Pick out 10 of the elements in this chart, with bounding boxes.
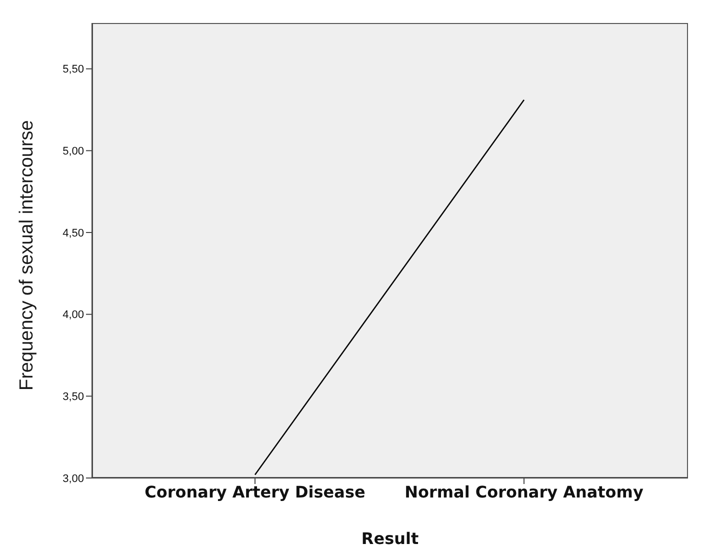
- y-tick-label: 3,50: [62, 391, 84, 404]
- y-axis-title: Frequency of sexual intercourse: [16, 120, 38, 390]
- x-axis-title: Result: [361, 529, 419, 548]
- y-tick-label: 5,00: [62, 146, 84, 158]
- x-tick-label: Normal Coronary Anatomy: [404, 482, 644, 502]
- y-tick-label: 3,00: [62, 472, 84, 485]
- x-tick-label: Coronary Artery Disease: [144, 482, 366, 502]
- y-tick-label: 4,00: [62, 309, 84, 322]
- y-tick-label: 5,50: [62, 64, 84, 76]
- y-tick-label: 4,50: [62, 227, 84, 240]
